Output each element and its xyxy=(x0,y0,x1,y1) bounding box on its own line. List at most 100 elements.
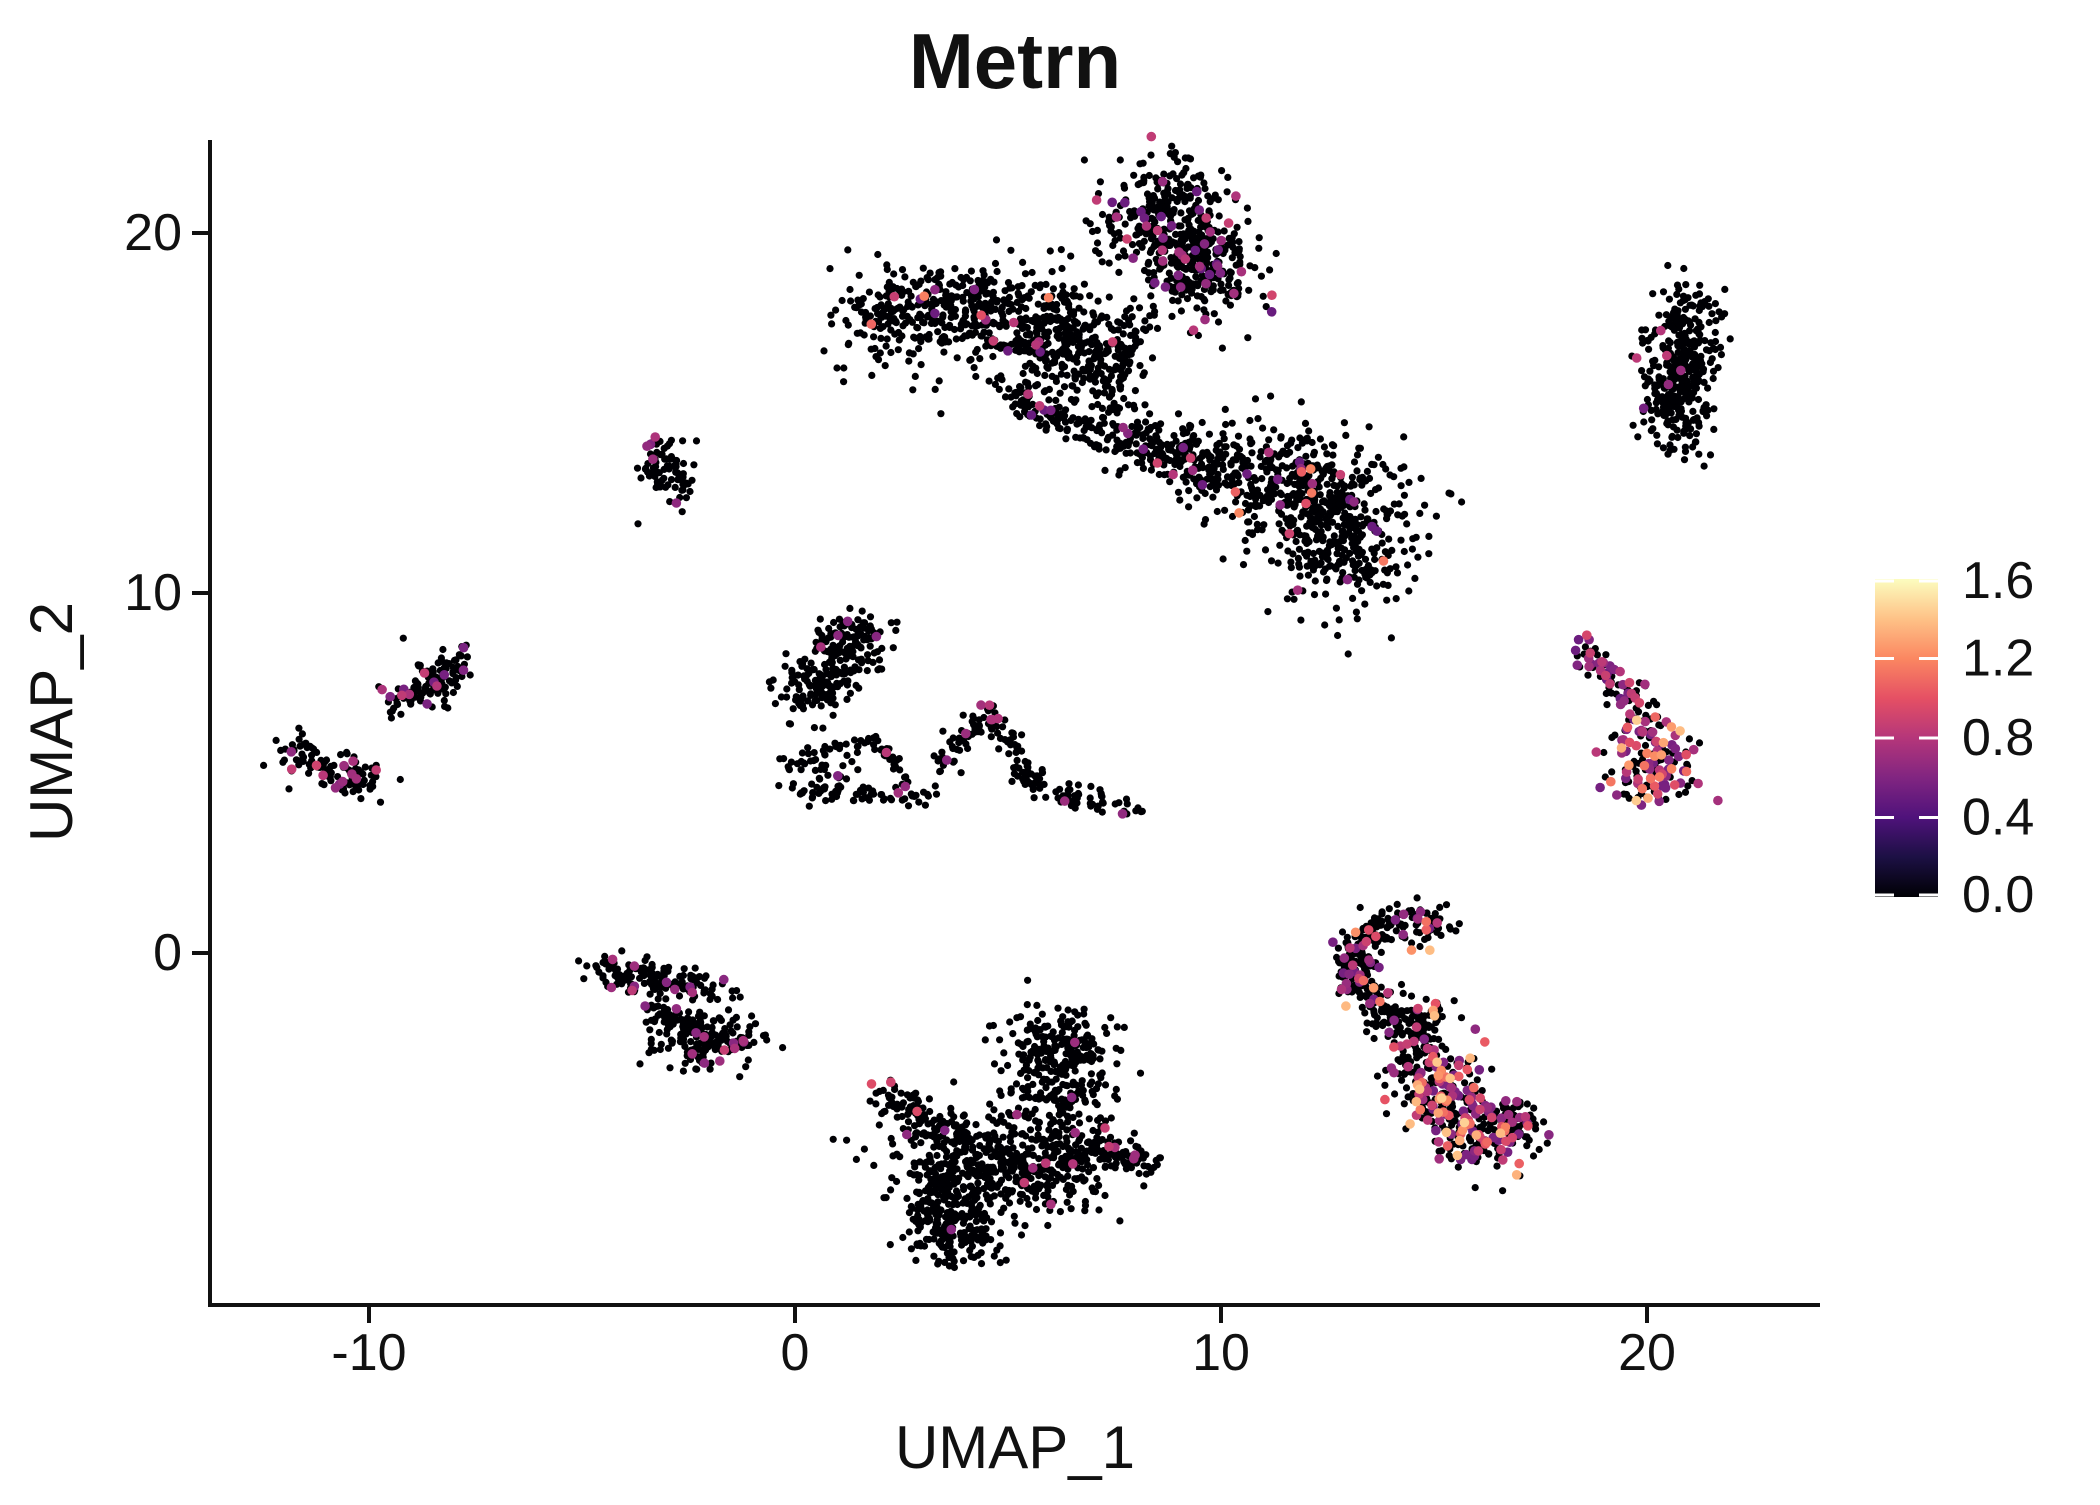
expressing-cell-point xyxy=(1308,479,1318,489)
expressing-cell-point xyxy=(1229,289,1239,299)
expressing-cell-point xyxy=(1012,1110,1022,1120)
expressing-cell-point xyxy=(650,432,660,442)
expressing-cell-point xyxy=(1423,1115,1433,1125)
expressing-cell-point xyxy=(318,771,328,781)
expressing-cell-point xyxy=(1181,254,1191,264)
cluster-web-bottom xyxy=(775,781,940,810)
expressing-cell-point xyxy=(1267,290,1277,300)
expressing-cell-point xyxy=(1432,918,1442,928)
expressing-cell-point xyxy=(1192,187,1202,197)
expressing-cell-point xyxy=(1371,932,1381,942)
expressing-cell-point xyxy=(1399,910,1409,920)
expressing-cell-point xyxy=(867,319,877,329)
cluster-web-left xyxy=(785,733,882,787)
expressing-cell-point xyxy=(1638,784,1648,794)
expressing-cell-point xyxy=(1205,227,1215,237)
expressing-cell-point xyxy=(1161,282,1171,292)
colorbar-tick-label: 1.2 xyxy=(1962,630,2034,688)
expressing-cell-point xyxy=(1391,915,1401,925)
expressing-cell-point xyxy=(1375,997,1385,1007)
cluster-center-peak xyxy=(931,702,1146,818)
expressing-cell-point xyxy=(1201,213,1211,223)
expressing-cell-point xyxy=(1153,226,1163,236)
expressing-cell-point xyxy=(1605,679,1615,689)
expressing-cell-point xyxy=(608,955,618,965)
expressing-cell-point xyxy=(1168,470,1178,480)
expressing-cell-point xyxy=(1389,1042,1399,1052)
expressing-cell-point xyxy=(1471,1024,1481,1034)
expressing-cell-point xyxy=(1341,1001,1351,1011)
x-tick-label: 0 xyxy=(781,1324,810,1382)
expressing-cell-point xyxy=(1664,380,1674,390)
expressing-cell-point xyxy=(1412,1022,1422,1032)
expressing-cell-point xyxy=(1273,475,1283,485)
expressing-cell-point xyxy=(930,285,940,295)
expressing-cell-point xyxy=(1158,177,1168,187)
expressing-cell-point xyxy=(1501,1136,1511,1146)
expressing-cell-point xyxy=(377,685,387,695)
expressing-cell-point xyxy=(730,1044,740,1054)
expressing-cell-point xyxy=(1501,1096,1511,1106)
expressing-cell-point xyxy=(1655,772,1665,782)
expressing-cell-point xyxy=(940,1126,950,1136)
expressing-cell-point xyxy=(1601,671,1611,681)
expressing-cell-point xyxy=(1523,1121,1533,1131)
plot-title: Metrn xyxy=(909,17,1121,105)
expressing-cell-point xyxy=(1301,499,1311,509)
expressing-cell-point xyxy=(287,747,297,757)
expressing-cell-point xyxy=(1682,767,1692,777)
expressing-cell-point xyxy=(1474,1146,1484,1156)
expressing-cell-point xyxy=(1573,660,1583,670)
y-tick-label: 0 xyxy=(153,924,182,982)
expressing-cell-point xyxy=(607,983,617,993)
expressing-cell-point xyxy=(1419,1034,1429,1044)
expressing-cell-point xyxy=(1469,1083,1479,1093)
expressing-cell-point xyxy=(1027,410,1037,420)
expressing-cell-point xyxy=(1681,750,1691,760)
expressing-cell-point xyxy=(1617,743,1627,753)
expressing-cell-point xyxy=(947,1225,957,1235)
expressing-cell-point xyxy=(1020,1178,1030,1188)
expressing-cell-point xyxy=(1662,351,1672,361)
expressing-cell-point xyxy=(672,1004,682,1014)
expressing-cell-point xyxy=(1188,466,1198,476)
expressing-cell-point xyxy=(1359,976,1369,986)
expressing-cell-point xyxy=(1465,1095,1475,1105)
expressing-cell-point xyxy=(976,310,986,320)
expressing-cell-point xyxy=(1389,1068,1399,1078)
y-axis-label: UMAP_2 xyxy=(18,602,85,842)
expressing-cell-point xyxy=(1176,282,1186,292)
expressing-cell-point xyxy=(1205,270,1215,280)
expressing-cell-point xyxy=(1667,722,1677,732)
colorbar-tick-labels: 1.61.20.80.40.0 xyxy=(1962,552,2034,924)
expressing-cell-point xyxy=(1670,780,1680,790)
cluster-right-mid-blob xyxy=(1176,393,1465,658)
expressing-cell-point xyxy=(1031,340,1041,350)
expressing-cell-point xyxy=(1475,1105,1485,1115)
expressing-cell-point xyxy=(385,692,395,702)
expressing-cell-point xyxy=(867,1079,877,1089)
colorbar-legend: 1.61.20.80.40.0 xyxy=(1875,552,2034,924)
expressing-cell-point xyxy=(420,668,430,678)
expressing-cell-point xyxy=(662,978,672,988)
expressing-cell-point xyxy=(1231,487,1241,497)
expressing-cell-point xyxy=(687,1049,697,1059)
expressing-cell-point xyxy=(1676,366,1686,376)
expressing-cell-point xyxy=(1104,1142,1114,1152)
expressing-cell-point xyxy=(1130,1150,1140,1160)
expressing-cell-point xyxy=(1422,917,1432,927)
expressing-cell-point xyxy=(648,454,658,464)
expressing-cell-point xyxy=(1398,930,1408,940)
expressing-cell-point xyxy=(1465,1053,1475,1063)
expressing-cell-point xyxy=(1147,132,1157,142)
expressing-cell-point xyxy=(1200,239,1210,249)
expressing-cell-point xyxy=(1158,256,1168,266)
expressing-cell-point xyxy=(1482,1137,1492,1147)
expressing-cell-point xyxy=(1454,1072,1464,1082)
expressing-cell-point xyxy=(1367,522,1377,532)
expressing-cell-point xyxy=(1044,293,1054,303)
expressing-cell-point xyxy=(1402,1039,1412,1049)
expressing-cell-point xyxy=(1028,1163,1038,1173)
x-axis-label: UMAP_1 xyxy=(895,1414,1135,1481)
